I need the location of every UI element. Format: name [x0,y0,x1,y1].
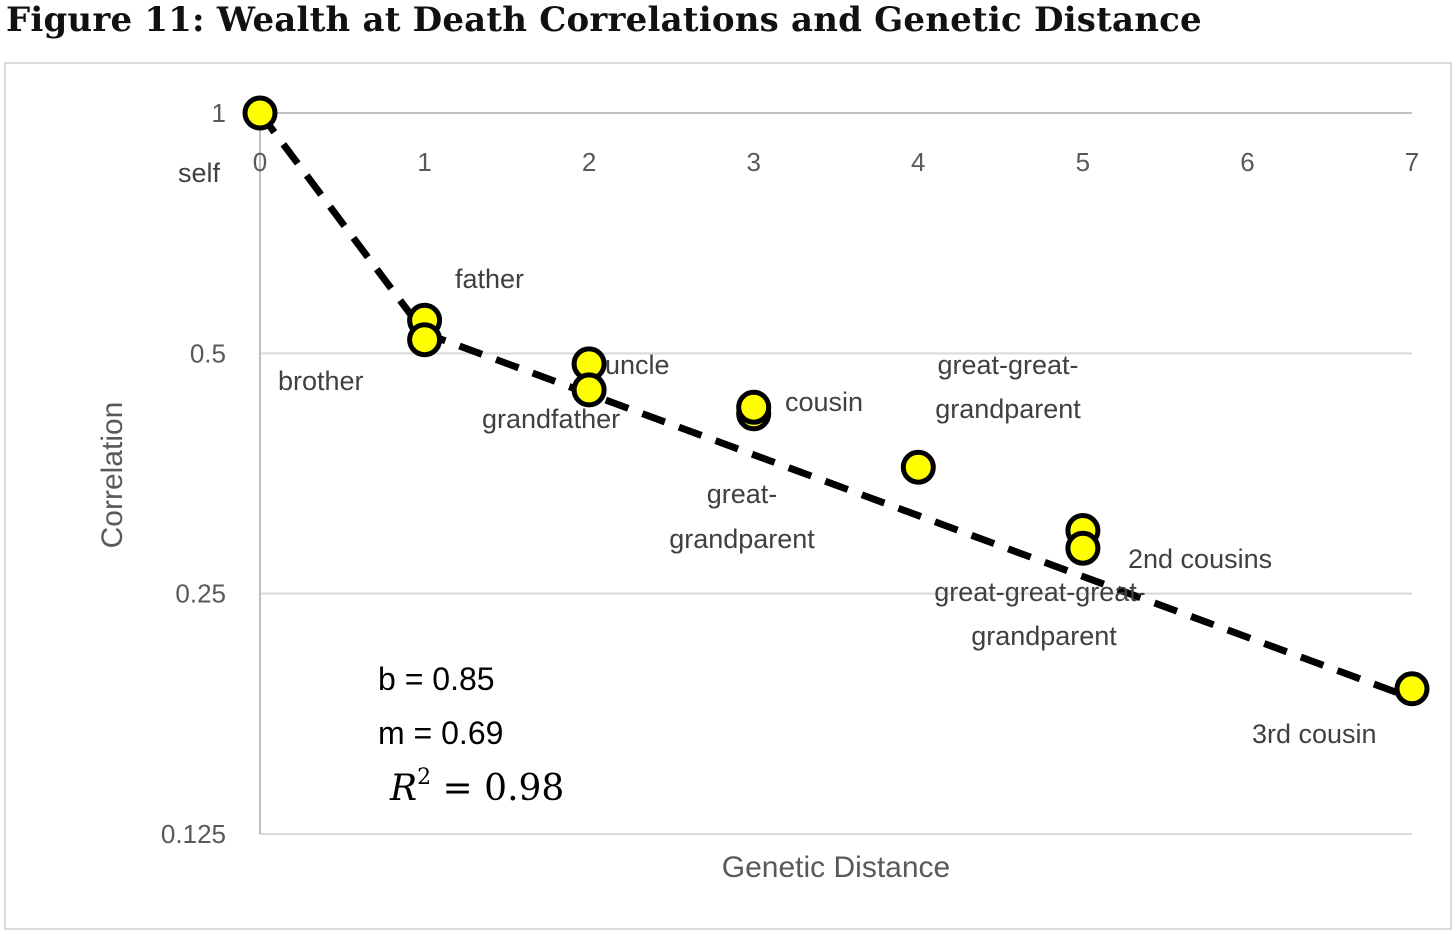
y-tick-2: 0.25 [175,579,226,609]
data-point-6 [736,389,772,425]
data-point-0 [242,95,278,131]
x-tick-6: 6 [1240,147,1254,177]
r2-superscript: 2 [417,765,431,790]
label-self: self [178,158,221,188]
x-tick-1: 1 [417,147,431,177]
x-axis-ticks: 0 1 2 3 4 5 6 7 [253,147,1419,177]
y-axis-title: Correlation [96,402,129,549]
label-ggg-grandparent-line2: grandparent [971,621,1117,651]
r2-value: = 0.98 [431,768,564,809]
x-tick-5: 5 [1076,147,1090,177]
figure-title: Figure 11: Wealth at Death Correlations … [6,0,1202,40]
label-gg-grandparent-line2: grandparent [935,394,1081,424]
r2-symbol: R [389,768,417,809]
data-points [242,95,1430,707]
x-tick-4: 4 [911,147,925,177]
chart-frame [4,62,1452,930]
label-cousin: cousin [785,387,863,417]
stat-b: b = 0.85 [378,661,495,697]
x-tick-7: 7 [1405,147,1419,177]
y-tick-1: 0.5 [190,338,226,368]
data-point-7 [900,449,936,485]
label-uncle: uncle [605,350,670,380]
data-point-2 [407,322,443,358]
x-tick-2: 2 [582,147,596,177]
label-brother: brother [278,366,364,396]
x-axis-title: Genetic Distance [722,851,950,884]
data-point-10 [1394,671,1430,707]
stat-r-squared: R2 = 0.98 [389,765,564,809]
data-point-9 [1065,530,1101,566]
stat-m: m = 0.69 [378,715,503,751]
label-grandfather: grandfather [482,404,620,434]
y-tick-3: 0.125 [161,819,226,849]
y-axis-ticks: 1 0.5 0.25 0.125 [161,98,226,849]
label-ggg-grandparent-line1: great-great-great- [934,577,1146,607]
y-tick-0: 1 [212,98,226,128]
label-gg-grandparent-line1: great-great- [937,350,1078,380]
x-tick-3: 3 [746,147,760,177]
label-father: father [455,264,524,294]
label-3rd-cousin: 3rd cousin [1252,719,1377,749]
x-tick-0: 0 [253,147,267,177]
label-great-grandparent-line2: grandparent [669,524,815,554]
data-point-4 [571,372,607,408]
label-2nd-cousins: 2nd cousins [1128,544,1272,574]
label-great-grandparent-line1: great- [707,479,778,509]
